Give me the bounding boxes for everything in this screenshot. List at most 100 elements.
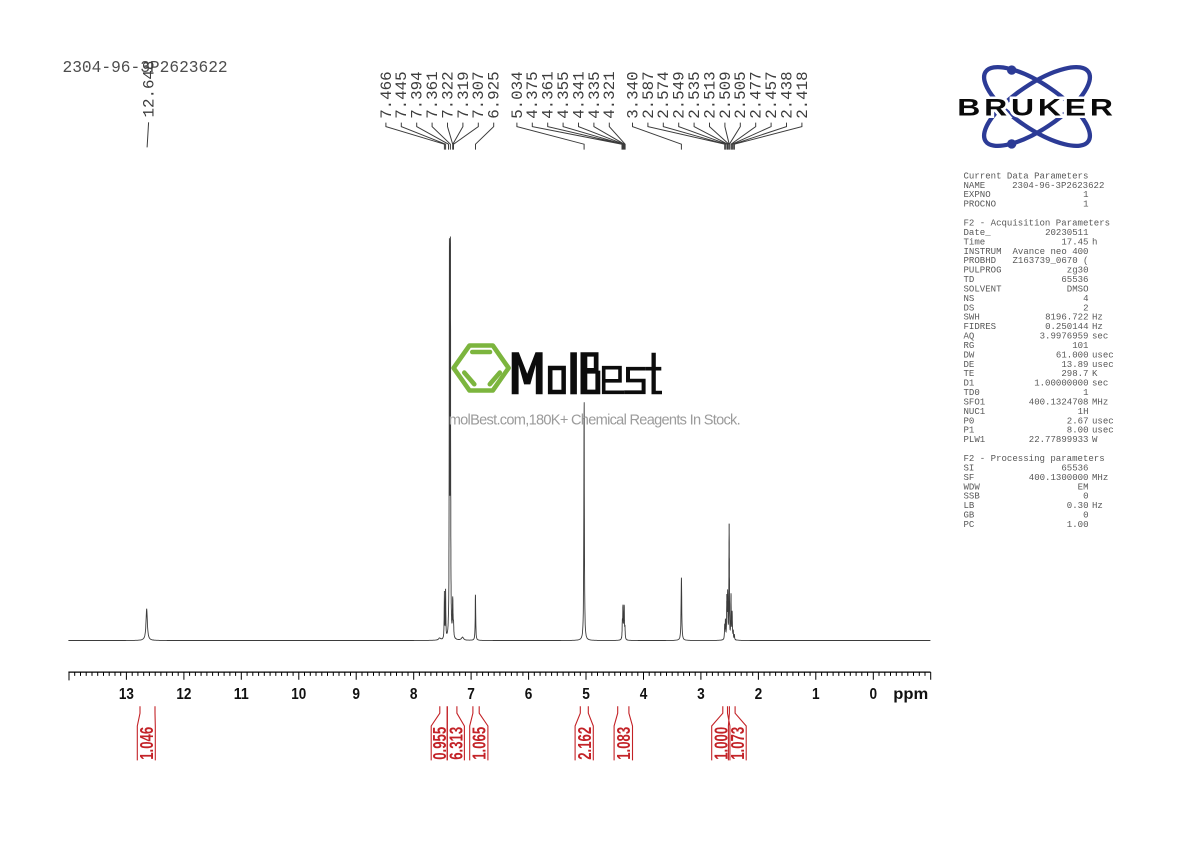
- svg-text:2.549: 2.549: [671, 71, 689, 118]
- svg-text:2.438: 2.438: [778, 71, 796, 118]
- svg-text:8: 8: [410, 686, 418, 703]
- svg-text:7.319: 7.319: [455, 71, 473, 118]
- svg-text:4: 4: [640, 686, 648, 703]
- svg-text:MHz: MHz: [1092, 397, 1108, 408]
- svg-text:0: 0: [870, 686, 878, 703]
- svg-text:EM: EM: [1078, 481, 1089, 492]
- svg-text:SSB: SSB: [964, 491, 981, 502]
- svg-text:PC: PC: [964, 519, 975, 530]
- svg-text:usec: usec: [1092, 415, 1114, 426]
- svg-text:Avance neo 400: Avance neo 400: [1012, 246, 1088, 257]
- svg-text:61.000: 61.000: [1056, 349, 1089, 360]
- svg-text:4.375: 4.375: [524, 71, 542, 118]
- svg-text:2: 2: [1083, 302, 1088, 313]
- svg-text:0.955: 0.955: [430, 727, 450, 760]
- svg-text:P1: P1: [964, 425, 975, 436]
- svg-text:2.418: 2.418: [794, 71, 812, 118]
- svg-text:Time: Time: [964, 236, 986, 247]
- svg-text:22.77899933: 22.77899933: [1029, 434, 1089, 445]
- svg-text:K: K: [1092, 368, 1098, 379]
- svg-text:2304-96-3P2623622: 2304-96-3P2623622: [1012, 180, 1104, 191]
- svg-text:10: 10: [291, 686, 306, 703]
- svg-text:NUC1: NUC1: [964, 406, 986, 417]
- svg-text:RG: RG: [964, 340, 975, 351]
- svg-text:NAME: NAME: [964, 180, 986, 191]
- svg-text:4: 4: [1083, 293, 1088, 304]
- svg-text:65536: 65536: [1061, 462, 1088, 473]
- svg-text:3.9976959: 3.9976959: [1040, 331, 1089, 342]
- svg-text:PLW1: PLW1: [964, 434, 986, 445]
- svg-text:sec: sec: [1092, 331, 1108, 342]
- svg-text:20230511: 20230511: [1045, 227, 1088, 238]
- svg-text:2.505: 2.505: [732, 71, 750, 118]
- svg-text:13.89: 13.89: [1061, 359, 1088, 370]
- svg-text:7.394: 7.394: [409, 71, 427, 118]
- svg-text:7: 7: [467, 686, 475, 703]
- svg-text:2.477: 2.477: [748, 71, 766, 118]
- svg-text:FIDRES: FIDRES: [964, 321, 997, 332]
- svg-text:SI: SI: [964, 462, 975, 473]
- svg-text:13: 13: [119, 686, 134, 703]
- svg-text:9: 9: [352, 686, 360, 703]
- svg-text:ppm: ppm: [893, 686, 928, 703]
- svg-text:zg30: zg30: [1067, 265, 1089, 276]
- svg-text:65536: 65536: [1061, 274, 1088, 285]
- svg-text:2.513: 2.513: [701, 71, 719, 118]
- svg-text:SFO1: SFO1: [964, 397, 986, 408]
- svg-text:P0: P0: [964, 415, 975, 426]
- svg-text:5.034: 5.034: [509, 71, 527, 118]
- svg-text:2.67: 2.67: [1067, 415, 1089, 426]
- svg-text:0.30: 0.30: [1067, 500, 1089, 511]
- svg-text:2.587: 2.587: [640, 71, 658, 118]
- svg-text:GB: GB: [964, 510, 975, 521]
- svg-text:2304-96-3P2623622: 2304-96-3P2623622: [63, 59, 228, 77]
- svg-text:Hz: Hz: [1092, 312, 1103, 323]
- svg-text:SWH: SWH: [964, 312, 980, 323]
- svg-text:INSTRUM: INSTRUM: [964, 246, 1002, 257]
- svg-text:W: W: [1092, 434, 1098, 445]
- svg-text:1: 1: [1083, 199, 1088, 210]
- svg-text:usec: usec: [1092, 349, 1114, 360]
- svg-text:TD: TD: [964, 274, 975, 285]
- svg-text:6.313: 6.313: [447, 727, 467, 760]
- svg-text:2: 2: [755, 686, 763, 703]
- svg-text:4.321: 4.321: [601, 71, 619, 118]
- svg-text:NS: NS: [964, 293, 975, 304]
- svg-text:1.083: 1.083: [614, 727, 634, 760]
- svg-text:2.509: 2.509: [717, 71, 735, 118]
- svg-text:2.535: 2.535: [686, 71, 704, 118]
- svg-text:0.250144: 0.250144: [1045, 321, 1088, 332]
- svg-text:6.925: 6.925: [486, 71, 504, 118]
- svg-text:1.065: 1.065: [469, 727, 489, 760]
- svg-text:4.355: 4.355: [555, 71, 573, 118]
- svg-text:PULPROG: PULPROG: [964, 265, 1002, 276]
- svg-text:12.648: 12.648: [141, 61, 159, 118]
- svg-text:101: 101: [1072, 340, 1088, 351]
- svg-text:AQ: AQ: [964, 331, 975, 342]
- svg-text:6: 6: [525, 686, 533, 703]
- svg-text:12: 12: [176, 686, 191, 703]
- svg-text:sec: sec: [1092, 378, 1108, 389]
- svg-text:8.00: 8.00: [1067, 425, 1089, 436]
- svg-text:2.162: 2.162: [575, 727, 595, 760]
- svg-text:400.1300000: 400.1300000: [1029, 472, 1089, 483]
- svg-text:1H: 1H: [1078, 406, 1089, 417]
- svg-text:Z163739_0670 (: Z163739_0670 (: [1012, 255, 1088, 266]
- svg-text:PROCNO: PROCNO: [964, 199, 997, 210]
- svg-text:11: 11: [234, 686, 249, 703]
- svg-text:DE: DE: [964, 359, 975, 370]
- svg-text:F2 - Acquisition Parameters: F2 - Acquisition Parameters: [964, 218, 1111, 229]
- svg-text:TD0: TD0: [964, 387, 980, 398]
- svg-text:0: 0: [1083, 491, 1088, 502]
- svg-text:1.000: 1.000: [711, 727, 731, 760]
- svg-text:Current Data Parameters: Current Data Parameters: [964, 170, 1089, 181]
- svg-text:0: 0: [1083, 510, 1088, 521]
- svg-text:4.341: 4.341: [570, 71, 588, 118]
- svg-text:molBest.com,180K+ Chemical Rea: molBest.com,180K+ Chemical Reagents In S…: [449, 412, 741, 428]
- svg-text:7.307: 7.307: [470, 71, 488, 118]
- svg-text:TE: TE: [964, 368, 975, 379]
- svg-text:Date_: Date_: [964, 227, 992, 238]
- svg-text:1.00: 1.00: [1067, 519, 1089, 530]
- svg-text:1.046: 1.046: [137, 727, 157, 760]
- svg-text:LB: LB: [964, 500, 975, 511]
